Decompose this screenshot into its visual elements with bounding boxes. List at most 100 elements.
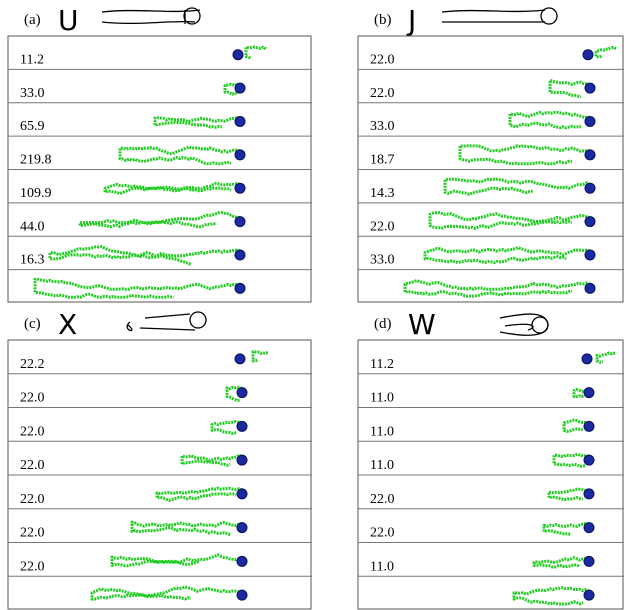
interval-label: 33.0	[20, 86, 45, 101]
polymer	[534, 557, 589, 567]
interval-label: 18.7	[370, 153, 395, 168]
interval-label: 16.3	[20, 253, 45, 268]
interval-label: 11.0	[370, 559, 394, 574]
bead	[237, 388, 247, 398]
bead	[237, 590, 247, 600]
bead	[583, 50, 593, 60]
bead	[585, 250, 595, 260]
panel: (b) J 22.0 22.0 33.0 18.7 14.3 22.0 33.0	[358, 4, 624, 302]
shape-letter: J	[406, 4, 416, 37]
interval-label: 11.0	[370, 458, 394, 473]
shape-letter: X	[58, 308, 77, 341]
figure: (a) U 11.2 33.0 65.9 219.8 109.9 44.0 16.3 (b) J 22…	[0, 0, 624, 610]
polymer	[182, 456, 242, 466]
interval-label: 22.0	[370, 86, 395, 101]
polymer	[35, 279, 240, 297]
shape-letter: W	[408, 308, 436, 341]
interval-label: 33.0	[370, 253, 395, 268]
polymer	[50, 247, 240, 264]
shape-letter: U	[58, 4, 79, 37]
polymer	[597, 353, 615, 362]
bead	[235, 354, 245, 364]
bead	[237, 455, 247, 465]
polymer	[155, 117, 240, 127]
polymer	[253, 352, 268, 361]
interval-label: 22.0	[20, 391, 45, 406]
interval-label: 14.3	[370, 186, 395, 201]
polymer	[92, 587, 242, 599]
polymer	[544, 524, 589, 535]
interval-label: 65.9	[20, 119, 45, 134]
panel-label: (d)	[374, 316, 392, 332]
bead	[235, 116, 245, 126]
interval-label: 44.0	[20, 219, 45, 234]
polymer	[80, 213, 240, 227]
bead	[584, 489, 594, 499]
interval-label: 22.0	[20, 559, 45, 574]
bead	[235, 183, 245, 193]
interval-label: 11.0	[370, 391, 394, 406]
bead	[235, 83, 245, 93]
interval-label: 22.0	[20, 526, 45, 541]
bead	[233, 50, 243, 60]
shape-icon	[127, 314, 195, 331]
bead	[235, 283, 245, 293]
polymer	[246, 47, 266, 58]
bead	[584, 421, 594, 431]
bead	[237, 523, 247, 533]
polymer	[157, 488, 242, 500]
polymer	[596, 47, 616, 57]
bead	[585, 283, 595, 293]
polymer	[460, 146, 590, 164]
bead	[585, 217, 595, 227]
interval-label: 22.0	[370, 219, 395, 234]
bead	[585, 183, 595, 193]
polymer	[120, 147, 240, 164]
polymer	[405, 281, 590, 297]
shape-icon-end	[190, 312, 206, 328]
bead	[582, 354, 592, 364]
bead	[584, 388, 594, 398]
interval-label: 22.0	[20, 458, 45, 473]
polymer	[105, 183, 240, 193]
polymer	[425, 248, 590, 263]
interval-label: 109.9	[20, 186, 52, 201]
panel: (c)X22.222.022.022.022.022.022.0	[8, 308, 312, 609]
polymer	[514, 588, 589, 604]
panel-label: (c)	[24, 316, 41, 332]
interval-label: 11.2	[370, 357, 394, 372]
shape-icon	[442, 10, 545, 22]
bead	[584, 590, 594, 600]
interval-label: 11.0	[370, 424, 394, 439]
polymer	[510, 112, 590, 128]
shape-icon-end	[541, 8, 557, 24]
bead	[237, 556, 247, 566]
panel: (d) W 11.2 11.0 11.0 11.0 22.0 22.0 11.0	[358, 308, 624, 609]
interval-label: 219.8	[20, 153, 52, 168]
bead	[584, 556, 594, 566]
bead	[584, 455, 594, 465]
interval-label: 22.2	[20, 357, 45, 372]
bead	[237, 489, 247, 499]
interval-label: 22.0	[370, 492, 395, 507]
bead	[237, 421, 247, 431]
polymer	[132, 522, 242, 535]
polymer	[445, 179, 590, 194]
polymer	[550, 80, 590, 97]
panel-label: (a)	[24, 12, 41, 28]
bead	[235, 150, 245, 160]
panel: (a) U 11.2 33.0 65.9 219.8 109.9 44.0 16.3	[8, 4, 312, 302]
polymer	[112, 555, 242, 566]
interval-label: 33.0	[370, 119, 395, 134]
interval-label: 11.2	[20, 52, 44, 67]
interval-label: 22.0	[370, 526, 395, 541]
bead	[585, 83, 595, 93]
polymer	[549, 489, 589, 500]
panel-label: (b)	[374, 12, 392, 28]
bead	[585, 150, 595, 160]
bead	[585, 116, 595, 126]
bead	[235, 217, 245, 227]
bead	[235, 250, 245, 260]
shape-icon-end	[532, 317, 548, 333]
interval-label: 22.0	[370, 52, 395, 67]
